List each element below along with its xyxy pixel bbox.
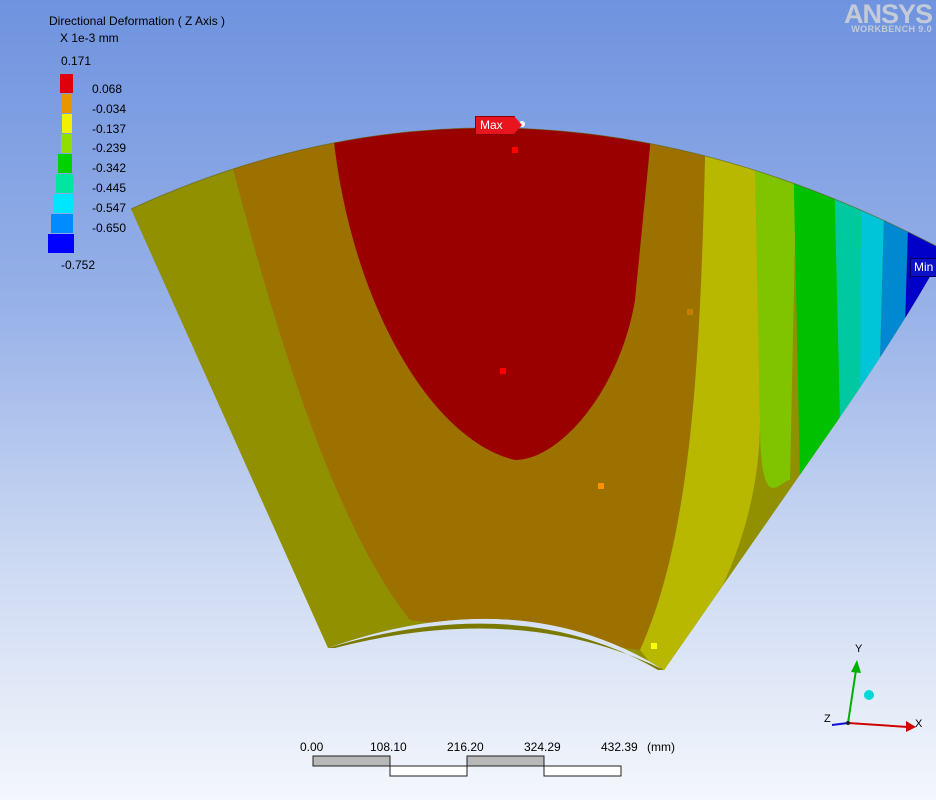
z-axis-label: Z: [824, 713, 831, 725]
band-red: [333, 127, 650, 460]
result-title: Directional Deformation ( Z Axis ): [49, 14, 226, 28]
legend-swatch-6: [56, 174, 73, 193]
legend-level-6: -0.445: [92, 181, 127, 195]
band-yellowgreen: [752, 127, 800, 488]
band-teal: [830, 127, 862, 420]
scale-tick-0: 0.00: [300, 740, 324, 754]
scale-tick-2: 216.20: [447, 740, 484, 754]
legend-swatch-9: [48, 234, 74, 253]
scale-tick-1: 108.10: [370, 740, 407, 754]
legend-level-7: -0.547: [92, 201, 127, 215]
min-marker-label[interactable]: Min: [910, 258, 936, 277]
probe-marker: [598, 483, 604, 489]
y-axis-label: Y: [855, 643, 863, 655]
legend-swatch-7: [53, 194, 73, 213]
scale-bar: [312, 755, 622, 777]
legend-swatch-1: [60, 74, 73, 93]
ansys-logo: ANSYS WORKBENCH 9.0: [843, 0, 933, 34]
legend-swatch-8: [51, 214, 73, 233]
probe-marker: [651, 643, 657, 649]
scale-tick-3: 324.29: [524, 740, 561, 754]
legend-level-2: -0.034: [92, 102, 127, 116]
coordinate-triad[interactable]: [831, 660, 916, 732]
legend-swatch-3: [62, 114, 72, 133]
scale-unit: (mm): [647, 740, 675, 754]
probe-marker: [687, 309, 693, 315]
legend-level-8: -0.650: [92, 221, 127, 235]
scale-tick-4: 432.39: [601, 740, 638, 754]
x-axis-label: X: [915, 718, 923, 730]
legend-level-3: -0.137: [92, 122, 127, 136]
max-marker-label[interactable]: Max: [475, 116, 522, 135]
legend-level-5: -0.342: [92, 161, 127, 175]
legend-level-4: -0.239: [92, 141, 127, 155]
legend-min-value: -0.752: [61, 258, 96, 272]
legend-swatch-2: [61, 94, 72, 113]
legend-swatch-4: [61, 134, 72, 153]
legend-max-value: 0.171: [61, 54, 92, 68]
probe-marker: [512, 147, 518, 153]
legend-level-1: 0.068: [92, 82, 123, 96]
band-green: [790, 127, 840, 480]
result-units: X 1e-3 mm: [60, 31, 119, 45]
legend-swatch-5: [58, 154, 72, 173]
probe-marker: [500, 368, 506, 374]
band-yellow: [640, 127, 760, 670]
